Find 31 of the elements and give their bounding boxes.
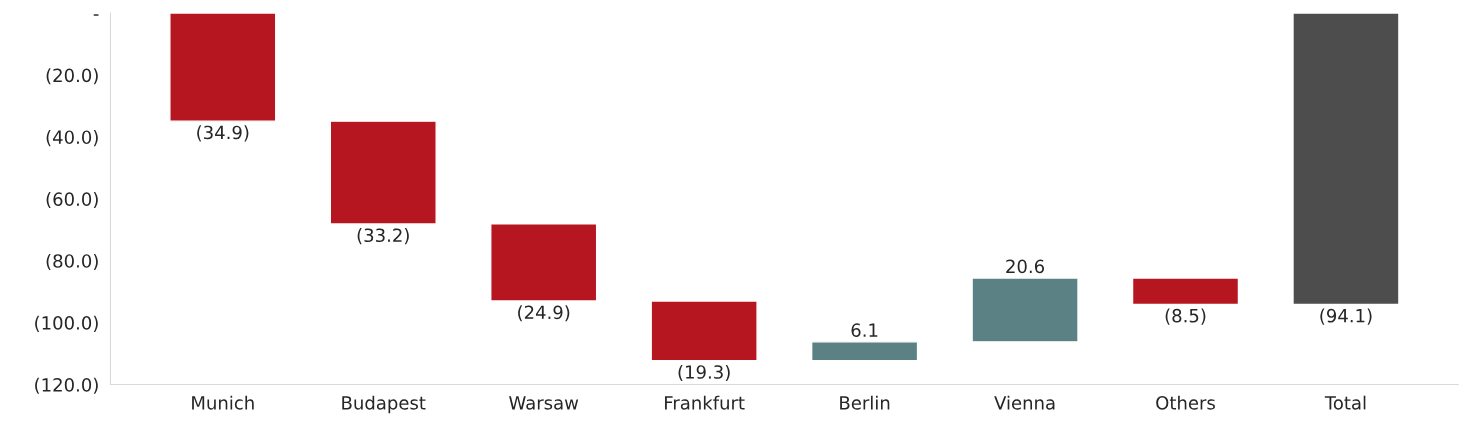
bar xyxy=(329,120,437,225)
y-tick-label: (20.0) xyxy=(46,68,98,85)
data-label: (33.2) xyxy=(357,228,409,245)
x-tick-label: Total xyxy=(1324,395,1366,410)
data-label: 20.6 xyxy=(1006,259,1045,274)
data-label: 6.1 xyxy=(851,323,878,337)
x-tick-label: Frankfurt xyxy=(665,395,745,410)
x-tick-label: Warsaw xyxy=(509,396,579,410)
x-tick-label: Budapest xyxy=(342,395,426,414)
data-label: (8.5) xyxy=(1165,308,1206,325)
x-tick-label: Vienna xyxy=(994,395,1055,410)
bar xyxy=(810,341,919,362)
y-tick-label: (60.0) xyxy=(46,192,98,209)
x-tick-label: Others xyxy=(1156,395,1215,410)
x-tick-label: Munich xyxy=(192,395,254,410)
y-tick-label: (40.0) xyxy=(46,130,98,147)
data-label: (94.1) xyxy=(1320,308,1372,325)
bar xyxy=(1292,13,1400,306)
data-label: (34.9) xyxy=(197,125,249,142)
bar xyxy=(650,300,758,362)
y-tick-label: (80.0) xyxy=(46,253,98,270)
bar xyxy=(169,13,277,122)
data-label: (24.9) xyxy=(518,305,570,322)
y-tick-label: - xyxy=(93,14,99,16)
bar xyxy=(490,223,598,302)
x-tick-label: Berlin xyxy=(840,395,890,410)
y-tick-label: (100.0) xyxy=(35,315,98,332)
bar xyxy=(1131,277,1240,306)
bar xyxy=(971,277,1079,343)
data-label: (19.3) xyxy=(678,364,730,381)
y-tick-label: (120.0) xyxy=(35,377,98,394)
